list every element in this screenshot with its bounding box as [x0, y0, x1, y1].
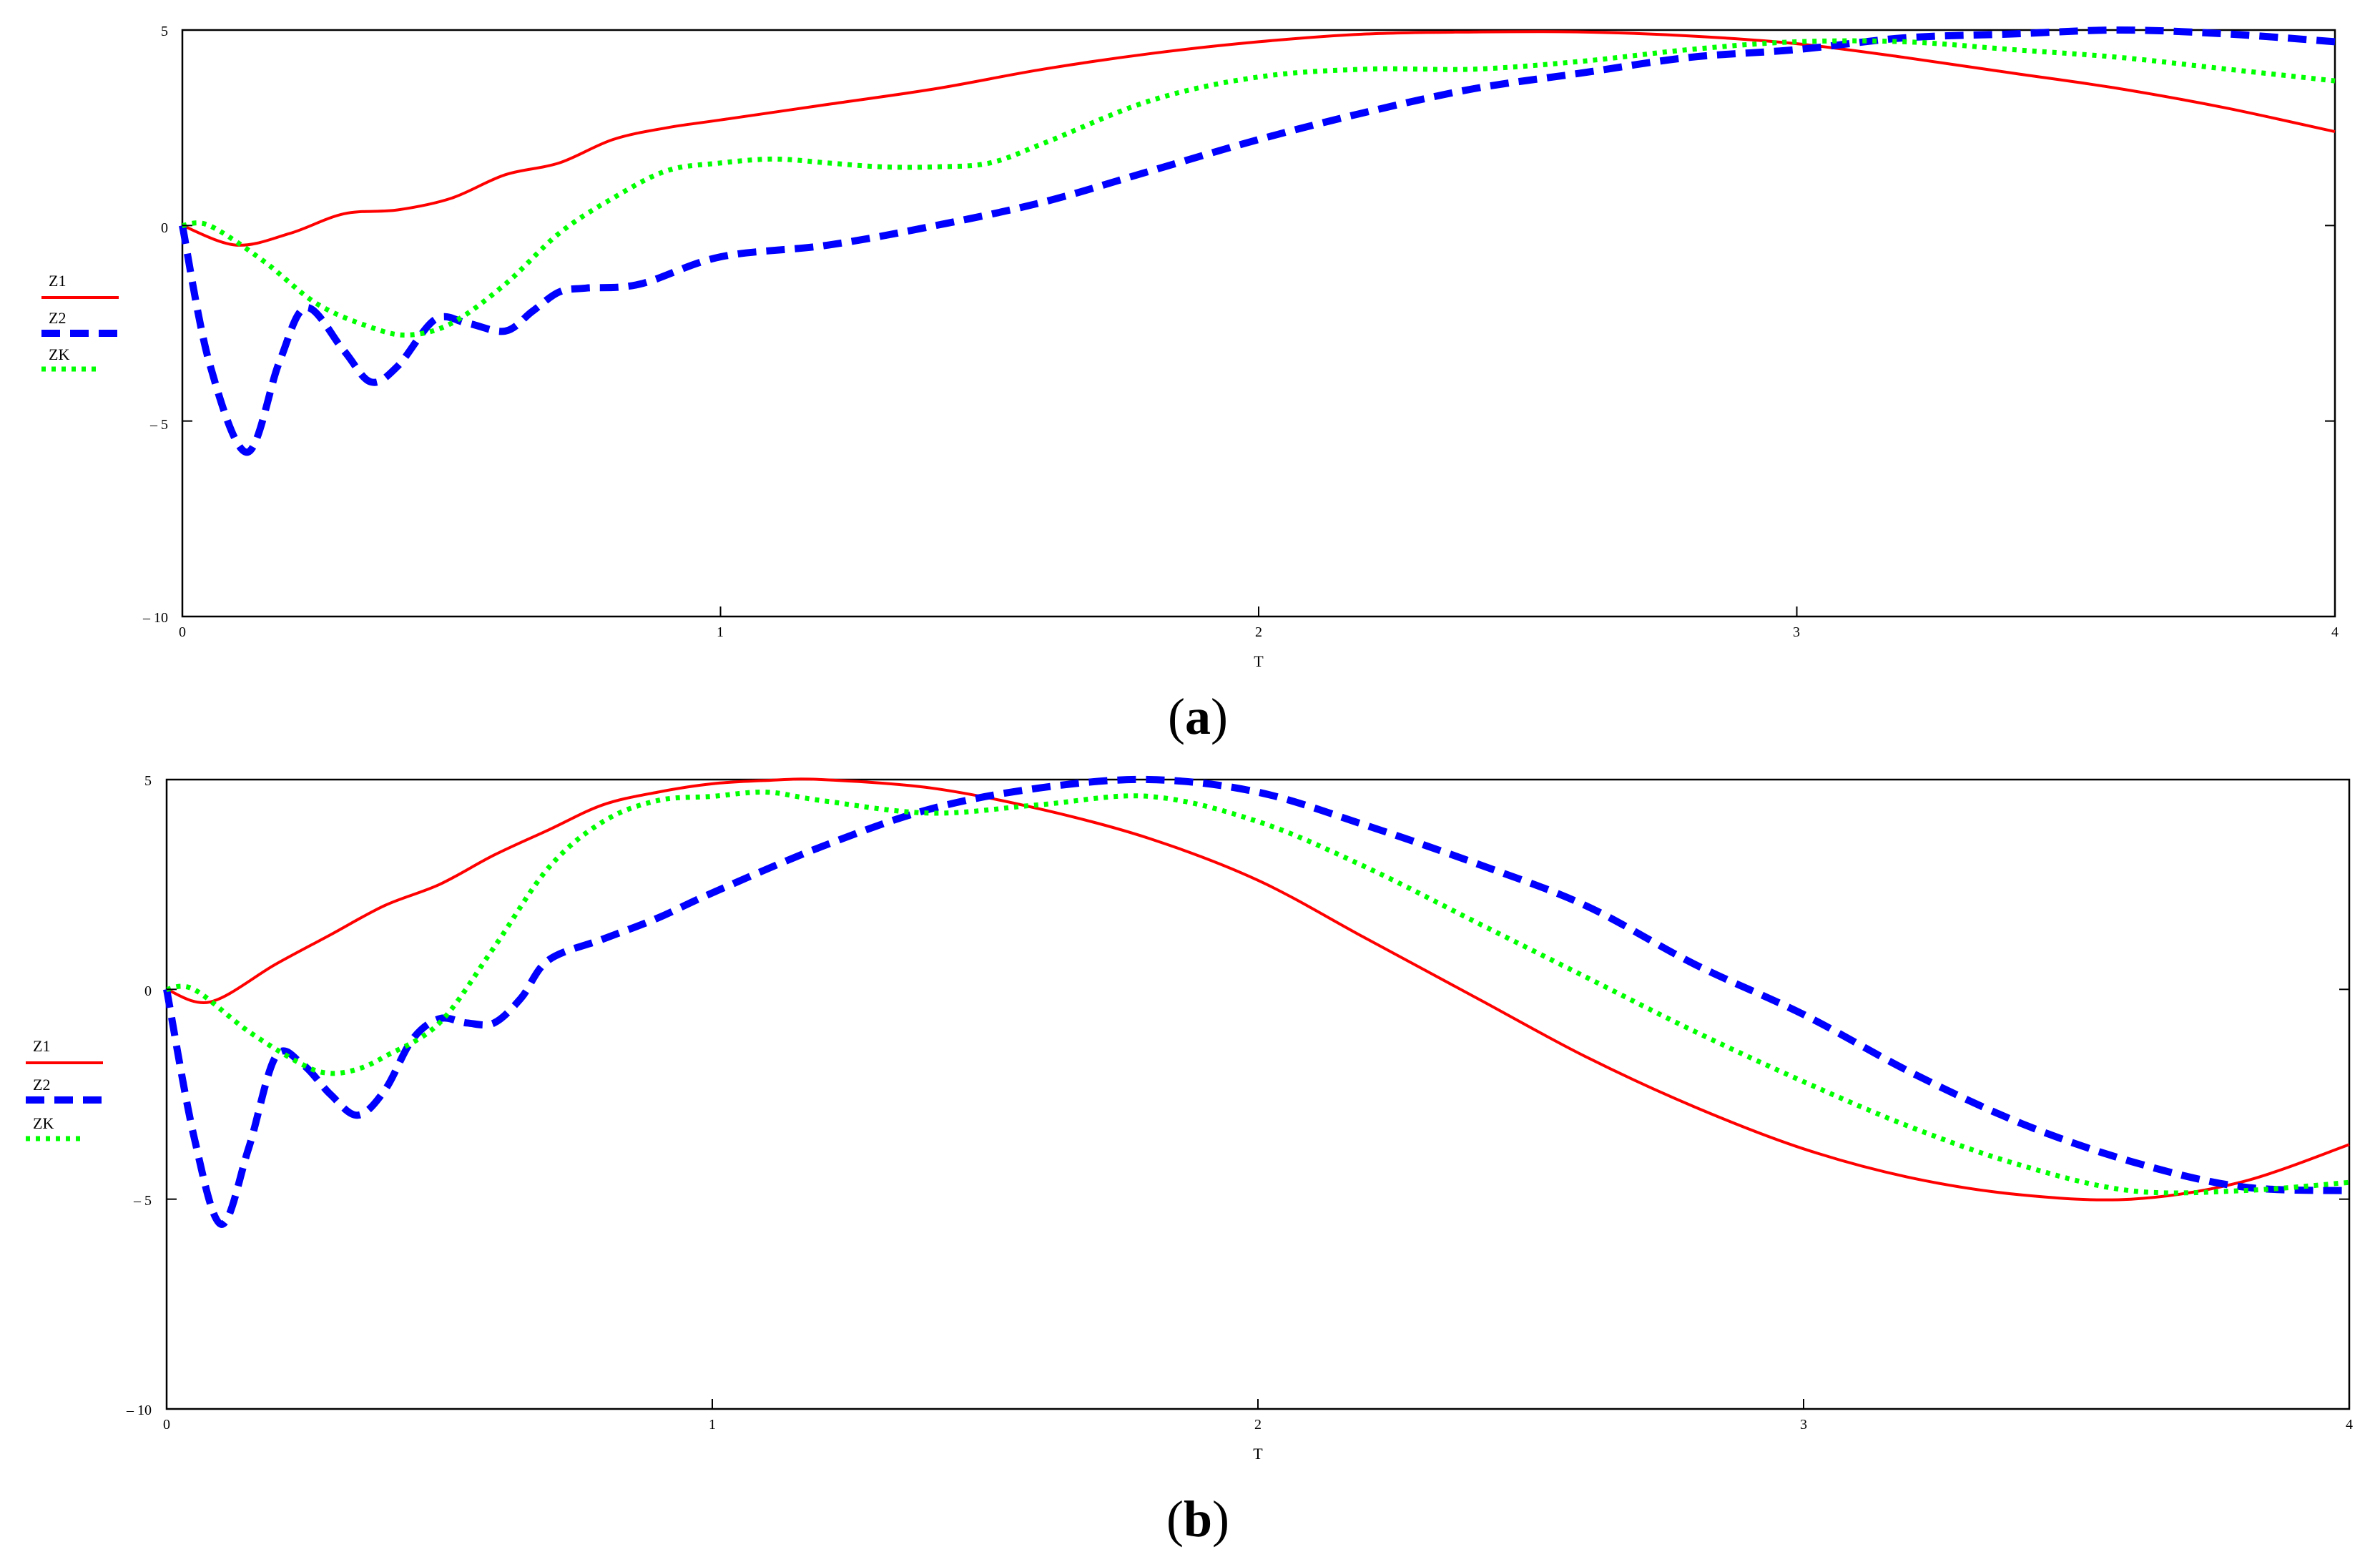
series-line-z1: [166, 777, 2350, 1202]
panel-caption-b: (b): [1166, 1490, 1229, 1548]
series-group: [179, 26, 2336, 456]
caption-letter: b: [1184, 1490, 1212, 1548]
y-tick-label: – 10: [142, 610, 168, 626]
y-tick-labels: 5 0 – 5 – 10: [142, 24, 168, 626]
plot-frame: [165, 778, 2351, 1410]
x-tick-label: 4: [2346, 1417, 2353, 1433]
series-line-zk: [166, 789, 2350, 1196]
legend: Z1 Z2 ZK: [41, 272, 119, 372]
caption-close: ): [1211, 688, 1228, 745]
series-line-z2: [163, 775, 2350, 1228]
x-tick-label: 2: [1255, 624, 1262, 640]
y-tick-label: – 5: [133, 1193, 152, 1209]
x-axis-label: T: [1253, 1445, 1263, 1463]
series-line-z2: [179, 26, 2336, 456]
x-tick-label: 4: [2331, 624, 2339, 640]
x-tick-label: 0: [179, 624, 186, 640]
caption-letter: a: [1185, 688, 1211, 745]
x-tick-label: 1: [709, 1417, 716, 1433]
y-tick-label: 5: [161, 24, 168, 39]
y-tick-label: 0: [144, 983, 152, 999]
legend-label-z1: Z1: [33, 1037, 50, 1055]
x-tick-labels: 0 1 2 3 4: [179, 624, 2339, 640]
x-tick-label: 0: [163, 1417, 170, 1433]
y-tick-label: – 10: [126, 1403, 152, 1418]
legend-label-zk: ZK: [49, 345, 69, 363]
series-line-zk: [182, 38, 2336, 338]
series-line-z1: [182, 30, 2336, 247]
y-tick-labels: 5 0 – 5 – 10: [126, 773, 152, 1418]
legend: Z1 Z2 ZK: [26, 1037, 103, 1141]
tick-marks: [182, 29, 2336, 617]
x-tick-label: 1: [717, 624, 724, 640]
chart-panel-a: 5 0 – 5 – 10 0 1 2 3 4 T Z1 Z2 ZK (a): [41, 24, 2339, 745]
x-axis-label: T: [1254, 652, 1264, 670]
x-tick-label: 3: [1793, 624, 1800, 640]
caption-open: (: [1168, 688, 1185, 745]
x-tick-labels: 0 1 2 3 4: [163, 1417, 2353, 1433]
y-tick-label: 0: [161, 220, 168, 236]
tick-marks: [166, 779, 2350, 1410]
x-tick-label: 2: [1254, 1417, 1262, 1433]
legend-label-z2: Z2: [49, 309, 66, 327]
caption-close: ): [1212, 1490, 1229, 1548]
y-tick-label: – 5: [149, 417, 168, 433]
panel-caption-a: (a): [1168, 688, 1228, 745]
legend-label-z1: Z1: [49, 272, 66, 290]
plot-frame: [181, 29, 2336, 618]
x-tick-label: 3: [1800, 1417, 1807, 1433]
legend-label-z2: Z2: [33, 1076, 50, 1094]
chart-panel-b: 5 0 – 5 – 10 0 1 2 3 4 T Z1 Z2 ZK (b): [26, 773, 2353, 1548]
series-group: [163, 775, 2350, 1228]
legend-label-zk: ZK: [33, 1114, 54, 1132]
y-tick-label: 5: [144, 773, 152, 789]
caption-open: (: [1166, 1490, 1184, 1548]
